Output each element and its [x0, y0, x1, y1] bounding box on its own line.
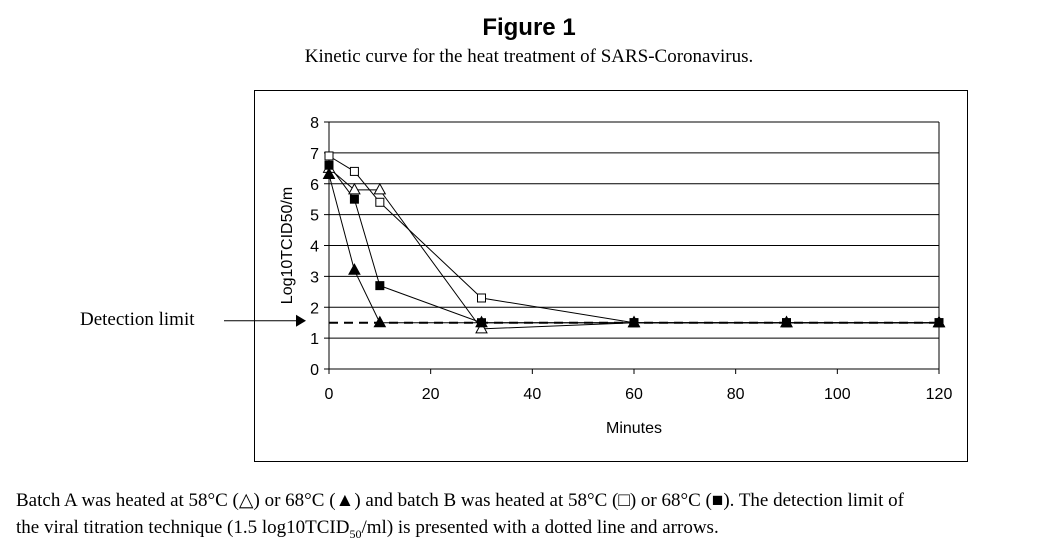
figure-subtitle: Kinetic curve for the heat treatment of … — [304, 46, 754, 67]
y-axis-label: Log10TCID50/m — [279, 187, 296, 304]
y-tick-label: 5 — [310, 208, 319, 225]
filled-square-marker — [934, 318, 944, 328]
filled-square-marker — [349, 194, 359, 204]
detection-arrow — [296, 314, 306, 327]
figure-caption: Batch A was heated at 58°C (△) or 68°C (… — [16, 487, 1056, 548]
filled-triangle-icon: ▲ — [335, 490, 355, 511]
filled-square-marker — [629, 318, 639, 328]
x-tick-label: 0 — [325, 386, 334, 403]
marker-layer — [322, 151, 946, 334]
y-tick-label: 1 — [310, 331, 319, 348]
open-triangle-marker — [373, 182, 387, 195]
filled-square-marker — [324, 160, 334, 170]
y-tick-label: 8 — [310, 115, 319, 132]
caption-text: ) or 68°C ( — [253, 490, 336, 511]
open-square-icon: □ — [618, 490, 630, 511]
open-triangle-marker — [348, 182, 361, 195]
filled-square-marker — [375, 281, 385, 291]
filled-triangle-marker — [322, 167, 336, 179]
caption-text: /ml) is presented with a dotted line and… — [361, 517, 719, 538]
caption-text: the viral titration technique (1.5 log10… — [16, 517, 350, 538]
x-tick-label: 120 — [926, 386, 953, 403]
filled-square-marker — [782, 318, 791, 328]
series-line — [328, 164, 939, 324]
x-tick-label: 80 — [727, 386, 745, 403]
x-tick-label: 100 — [824, 386, 851, 403]
x-tick-label: 60 — [625, 386, 643, 403]
series-layer — [224, 155, 939, 330]
caption-text: Batch A was heated at 58°C ( — [16, 490, 239, 511]
open-square-marker — [375, 197, 385, 207]
detection-limit-label: Detection limit — [80, 309, 195, 330]
x-tick-label: 20 — [422, 386, 440, 403]
caption-text: ) and batch B was heated at 58°C ( — [354, 490, 619, 511]
y-tick-label: 4 — [310, 239, 319, 256]
filled-square-marker — [477, 318, 486, 328]
series-line — [328, 167, 939, 330]
x-axis-label: Minutes — [606, 420, 662, 437]
y-tick-label: 3 — [310, 269, 319, 286]
y-tick-label: 7 — [310, 146, 319, 163]
y-tick-label: 6 — [310, 177, 319, 194]
x-tick-label: 40 — [523, 386, 541, 403]
filled-triangle-marker — [373, 315, 387, 328]
open-square-marker — [324, 151, 334, 161]
caption-text: ). The detection limit of — [723, 490, 904, 511]
figure-title: Figure 1 — [482, 14, 576, 41]
grid-layer — [329, 121, 940, 369]
open-triangle-icon: △ — [238, 490, 254, 511]
y-tick-label: 0 — [310, 362, 319, 379]
open-triangle-marker — [475, 321, 488, 334]
open-square-marker — [477, 293, 486, 303]
filled-triangle-marker — [348, 263, 361, 275]
y-tick-label: 2 — [310, 300, 319, 317]
filled-square-icon: ■ — [711, 490, 724, 511]
series-line — [328, 155, 939, 324]
chart-frame — [254, 90, 968, 462]
open-square-marker — [349, 166, 359, 176]
caption-text: ) or 68°C ( — [629, 490, 712, 511]
caption-subscript: 50 — [349, 526, 362, 541]
